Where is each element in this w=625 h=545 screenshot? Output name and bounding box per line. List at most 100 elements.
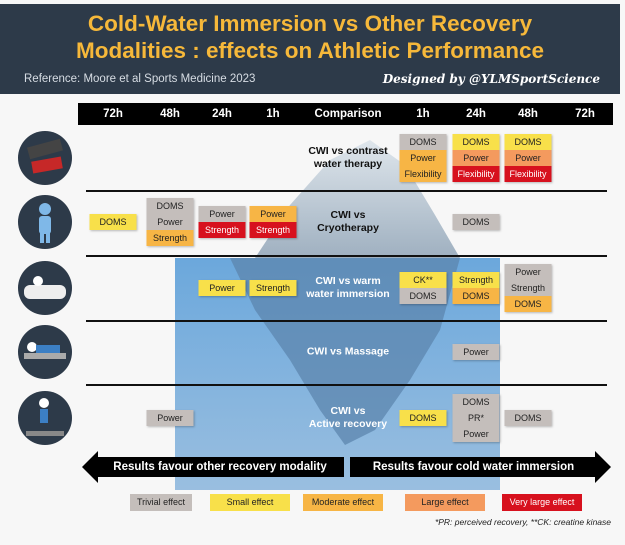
legend-vlarge: Very large effect bbox=[502, 494, 582, 511]
effect-cell-trivial: Power bbox=[146, 214, 194, 230]
effect-stack: DOMS Power Flexibility bbox=[504, 134, 552, 182]
comparison-line: CWI vs Massage bbox=[306, 345, 390, 358]
arrow-favour-other: Results favour other recovery modality bbox=[82, 451, 344, 483]
effect-cell-small: DOMS bbox=[504, 134, 552, 150]
effect-cell-vlarge: Strength bbox=[198, 222, 246, 238]
legend-moderate: Moderate effect bbox=[303, 494, 383, 511]
arrow-favour-cwi: Results favour cold water immersion bbox=[350, 451, 611, 483]
comparison-line: CWI vs contrast bbox=[308, 145, 388, 157]
row-divider bbox=[86, 320, 607, 322]
column-header-1: 48h bbox=[160, 108, 180, 120]
effect-stack: Power bbox=[452, 344, 500, 360]
row-divider bbox=[86, 384, 607, 386]
effect-cell-small: DOMS bbox=[452, 134, 500, 150]
page-title: Cold-Water Immersion vs Other Recovery M… bbox=[0, 10, 620, 64]
effect-stack: DOMS bbox=[452, 214, 500, 230]
effect-cell-large: Power bbox=[504, 150, 552, 166]
comparison-line: water therapy bbox=[313, 158, 383, 170]
row-divider bbox=[86, 190, 607, 192]
comparison-label: CWI vs Active recovery bbox=[298, 405, 398, 431]
effect-stack: DOMS bbox=[89, 214, 137, 230]
comparison-line: CWI vs warm bbox=[315, 275, 381, 287]
effect-cell-moderate: DOMS bbox=[504, 296, 552, 312]
effect-cell-moderate: Strength bbox=[146, 230, 194, 246]
title-line-1: Cold-Water Immersion vs Other Recovery bbox=[87, 11, 533, 36]
effect-cell-trivial: DOMS bbox=[399, 288, 447, 304]
designer-credit: Designed by @YLMSportScience bbox=[382, 72, 600, 86]
effect-cell-moderate: Power bbox=[399, 150, 447, 166]
effect-cell-trivial: DOMS bbox=[146, 198, 194, 214]
comparison-line: water immersion bbox=[306, 288, 390, 300]
column-header-4: Comparison bbox=[314, 108, 382, 120]
comparison-line: Active recovery bbox=[308, 418, 388, 430]
column-header-6: 24h bbox=[466, 108, 486, 120]
effect-stack: Power Strength bbox=[198, 206, 246, 238]
effect-cell-small: Strength bbox=[249, 280, 297, 296]
title-line-2: Modalities : effects on Athletic Perform… bbox=[75, 38, 545, 63]
footnote: *PR: perceived recovery, **CK: creatine … bbox=[434, 517, 611, 527]
comparison-line: CWI vs bbox=[330, 405, 366, 417]
column-header-2: 24h bbox=[212, 108, 232, 120]
effect-cell-trivial: Power bbox=[452, 426, 500, 442]
effect-stack: DOMS Power Strength bbox=[146, 198, 194, 246]
comparison-line: Cryotherapy bbox=[317, 222, 379, 234]
row-divider bbox=[86, 255, 607, 257]
column-header-8: 72h bbox=[575, 108, 595, 120]
effect-cell-trivial: Strength bbox=[504, 280, 552, 296]
column-header-5: 1h bbox=[416, 108, 430, 120]
effect-stack: Power Strength DOMS bbox=[504, 264, 552, 312]
effect-stack: Power bbox=[146, 410, 194, 426]
effect-cell-trivial: DOMS bbox=[452, 214, 500, 230]
cold-hot-sign-icon bbox=[18, 131, 72, 185]
column-header-3: 1h bbox=[266, 108, 280, 120]
effect-cell-small: DOMS bbox=[399, 410, 447, 426]
effect-cell-vlarge: Flexibility bbox=[452, 166, 500, 182]
effect-cell-small: CK** bbox=[399, 272, 447, 288]
column-header-7: 48h bbox=[518, 108, 538, 120]
effect-cell-small: DOMS bbox=[89, 214, 137, 230]
effect-stack: Strength DOMS bbox=[452, 272, 500, 304]
effect-cell-trivial: DOMS bbox=[452, 394, 500, 410]
iceberg-underwater bbox=[230, 258, 460, 445]
effect-stack: DOMS Power Flexibility bbox=[452, 134, 500, 182]
effect-cell-trivial: Power bbox=[198, 206, 246, 222]
header-banner: Cold-Water Immersion vs Other Recovery M… bbox=[0, 4, 620, 94]
effect-cell-trivial: Power bbox=[146, 410, 194, 426]
cold-figure-icon bbox=[18, 195, 72, 249]
effect-stack: Strength bbox=[249, 280, 297, 296]
effect-cell-large: Power bbox=[452, 150, 500, 166]
comparison-label: CWI vs warm water immersion bbox=[298, 275, 398, 301]
bathtub-icon bbox=[18, 261, 72, 315]
effect-stack: DOMS PR* Power bbox=[452, 394, 500, 442]
effect-stack: DOMS bbox=[399, 410, 447, 426]
effect-cell-trivial: Power bbox=[452, 344, 500, 360]
comparison-line: CWI vs bbox=[330, 209, 366, 221]
effect-cell-vlarge: Strength bbox=[249, 222, 297, 238]
column-header-0: 72h bbox=[103, 108, 123, 120]
arrow-left-label: Results favour other recovery modality bbox=[113, 461, 327, 473]
effect-stack: DOMS Power Flexibility bbox=[399, 134, 447, 182]
effect-cell-trivial: DOMS bbox=[399, 134, 447, 150]
massage-table-icon bbox=[18, 325, 72, 379]
comparison-label: CWI vs Cryotherapy bbox=[298, 209, 398, 235]
effect-cell-trivial: PR* bbox=[452, 410, 500, 426]
legend-trivial: Trivial effect bbox=[130, 494, 192, 511]
effect-stack: Power bbox=[198, 280, 246, 296]
effect-cell-moderate: Flexibility bbox=[399, 166, 447, 182]
iceberg-tip bbox=[255, 140, 460, 258]
treadmill-icon bbox=[18, 391, 72, 445]
legend-small: Small effect bbox=[210, 494, 290, 511]
effect-cell-small: Strength bbox=[452, 272, 500, 288]
effect-stack: DOMS bbox=[504, 410, 552, 426]
effect-cell-trivial: Power bbox=[504, 264, 552, 280]
legend-large: Large effect bbox=[405, 494, 485, 511]
effect-cell-vlarge: Flexibility bbox=[504, 166, 552, 182]
effect-cell-moderate: Power bbox=[249, 206, 297, 222]
effect-cell-moderate: DOMS bbox=[452, 288, 500, 304]
effect-stack: Power Strength bbox=[249, 206, 297, 238]
comparison-label: CWI vs Massage bbox=[298, 346, 398, 359]
effect-cell-small: Power bbox=[198, 280, 246, 296]
effect-stack: CK** DOMS bbox=[399, 272, 447, 304]
column-header-bar: 72h 48h 24h 1h Comparison 1h 24h 48h 72h bbox=[78, 103, 613, 125]
reference-text: Reference: Moore et al Sports Medicine 2… bbox=[24, 73, 256, 85]
